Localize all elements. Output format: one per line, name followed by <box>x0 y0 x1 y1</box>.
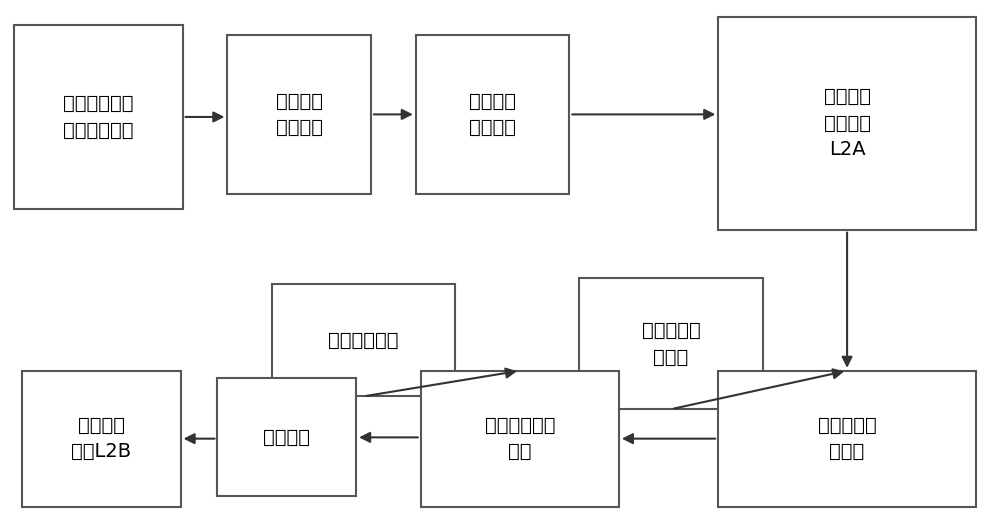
Text: 散射计接收的
后向散射信号: 散射计接收的 后向散射信号 <box>63 94 134 140</box>
Text: 面元匹配
和重采样: 面元匹配 和重采样 <box>469 92 516 137</box>
Text: 最大似然代
价函数: 最大似然代 价函数 <box>818 416 876 462</box>
FancyBboxPatch shape <box>22 371 181 506</box>
Text: 二维变分分析: 二维变分分析 <box>328 330 399 350</box>
FancyBboxPatch shape <box>718 371 976 506</box>
Text: 风场数据
产品L2B: 风场数据 产品L2B <box>71 416 131 462</box>
FancyBboxPatch shape <box>421 371 619 506</box>
FancyBboxPatch shape <box>272 283 455 396</box>
FancyBboxPatch shape <box>579 278 763 409</box>
FancyBboxPatch shape <box>718 17 976 230</box>
Text: 似然概率模型
函数: 似然概率模型 函数 <box>485 416 555 462</box>
FancyBboxPatch shape <box>416 35 569 194</box>
Text: 地球物理模
型函数: 地球物理模 型函数 <box>642 321 700 367</box>
Text: 条带后向
散射系数: 条带后向 散射系数 <box>276 92 323 137</box>
Text: 模糊去除: 模糊去除 <box>263 428 310 447</box>
FancyBboxPatch shape <box>14 24 183 209</box>
Text: 网格后向
散射系数
L2A: 网格后向 散射系数 L2A <box>824 88 871 159</box>
FancyBboxPatch shape <box>227 35 371 194</box>
FancyBboxPatch shape <box>217 378 356 497</box>
